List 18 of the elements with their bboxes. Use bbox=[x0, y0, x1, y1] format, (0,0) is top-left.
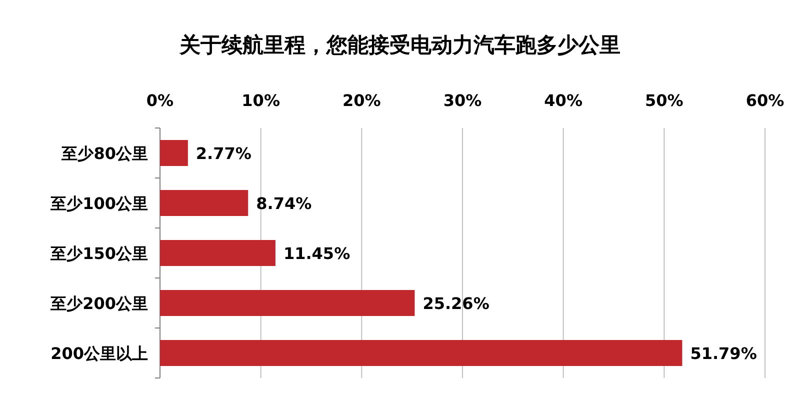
ytick: 至少80公里 bbox=[62, 144, 148, 163]
value-label: 51.79% bbox=[690, 344, 757, 363]
ytick: 200公里以上 bbox=[50, 344, 148, 363]
value-label: 25.26% bbox=[422, 294, 490, 313]
ytick: 至少200公里 bbox=[50, 294, 148, 313]
ytick: 至少150公里 bbox=[50, 244, 148, 263]
xtick: 60% bbox=[746, 91, 784, 110]
value-label: 2.77% bbox=[196, 144, 252, 163]
xtick: 50% bbox=[645, 91, 684, 110]
xtick: 30% bbox=[443, 91, 482, 110]
xtick: 0% bbox=[146, 91, 174, 110]
xtick: 20% bbox=[342, 91, 381, 110]
value-label: 8.74% bbox=[256, 194, 312, 213]
title: 关于续航里程，您能接受电动力汽车跑多少公里 bbox=[180, 33, 620, 57]
xtick: 40% bbox=[544, 91, 582, 110]
xtick: 10% bbox=[242, 91, 280, 110]
ytick: 至少100公里 bbox=[50, 194, 148, 213]
value-label: 11.45% bbox=[283, 244, 350, 263]
